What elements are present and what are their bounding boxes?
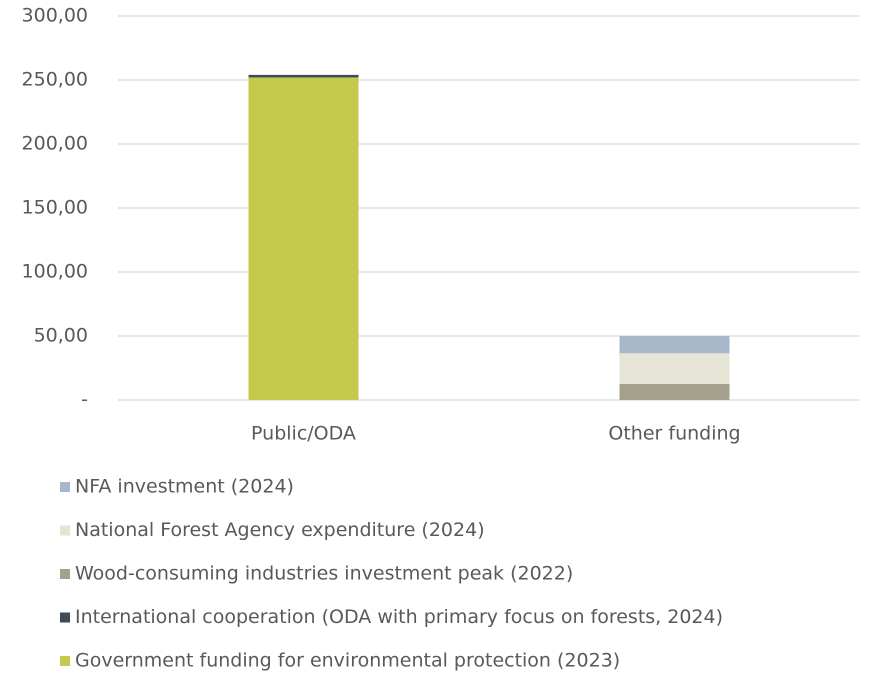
legend-label: Government funding for environmental pro… (75, 650, 620, 672)
x-tick-label: Public/ODA (251, 423, 356, 445)
y-tick-label: 100,00 (22, 261, 88, 283)
x-tick-label: Other funding (608, 423, 740, 445)
bar-segment (619, 336, 730, 354)
legend-swatch (60, 612, 70, 623)
legend-label: National Forest Agency expenditure (2024… (75, 519, 485, 541)
legend-swatch (60, 656, 70, 666)
bar-segment (248, 77, 359, 400)
legend-swatch (60, 482, 70, 492)
legend-label: NFA investment (2024) (75, 476, 294, 498)
legend-swatch (60, 525, 70, 536)
legend-label: Wood-consuming industries investment pea… (75, 563, 573, 585)
y-tick-label: - (81, 389, 88, 411)
y-tick-label: 150,00 (22, 197, 88, 219)
y-tick-label: 300,00 (22, 5, 88, 27)
y-tick-label: 250,00 (22, 69, 88, 91)
y-tick-label: 200,00 (22, 133, 88, 155)
legend-swatch (60, 569, 70, 579)
bar-segment (248, 74, 359, 78)
bar-segment (619, 353, 730, 384)
y-tick-label: 50,00 (34, 325, 88, 347)
bar-segment (619, 384, 730, 400)
legend-label: International cooperation (ODA with prim… (75, 606, 723, 628)
